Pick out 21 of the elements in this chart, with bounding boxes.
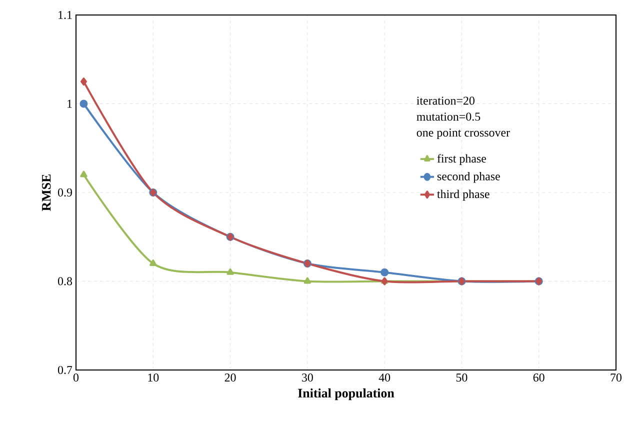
annotation: mutation=0.5 [416, 112, 480, 121]
y-axis-title: RMSE [42, 174, 51, 211]
y-tick-label: 0.9 [58, 188, 72, 197]
x-tick-label: 60 [533, 374, 544, 382]
x-tick-label: 30 [302, 374, 313, 382]
x-tick-label: 20 [224, 374, 236, 382]
x-tick-label: 70 [610, 374, 622, 382]
y-tick-label: 0.7 [58, 366, 72, 374]
x-tick-label: 0 [73, 374, 79, 382]
x-tick-label: 10 [148, 374, 159, 382]
annotation: iteration=20 [416, 96, 474, 105]
y-tick-label: 1 [68, 100, 72, 108]
x-axis-title: Initial population [298, 388, 394, 400]
x-tick-label: 40 [378, 374, 390, 382]
x-tick-label: 50 [456, 374, 468, 382]
legend-label: second phase [437, 172, 500, 183]
legend-label: first phase [437, 154, 486, 166]
y-tick-label: 1.1 [58, 10, 72, 20]
legend-label: third phase [437, 190, 490, 201]
y-tick-label: 0.8 [58, 277, 72, 286]
annotation: one point crossover [416, 128, 510, 140]
